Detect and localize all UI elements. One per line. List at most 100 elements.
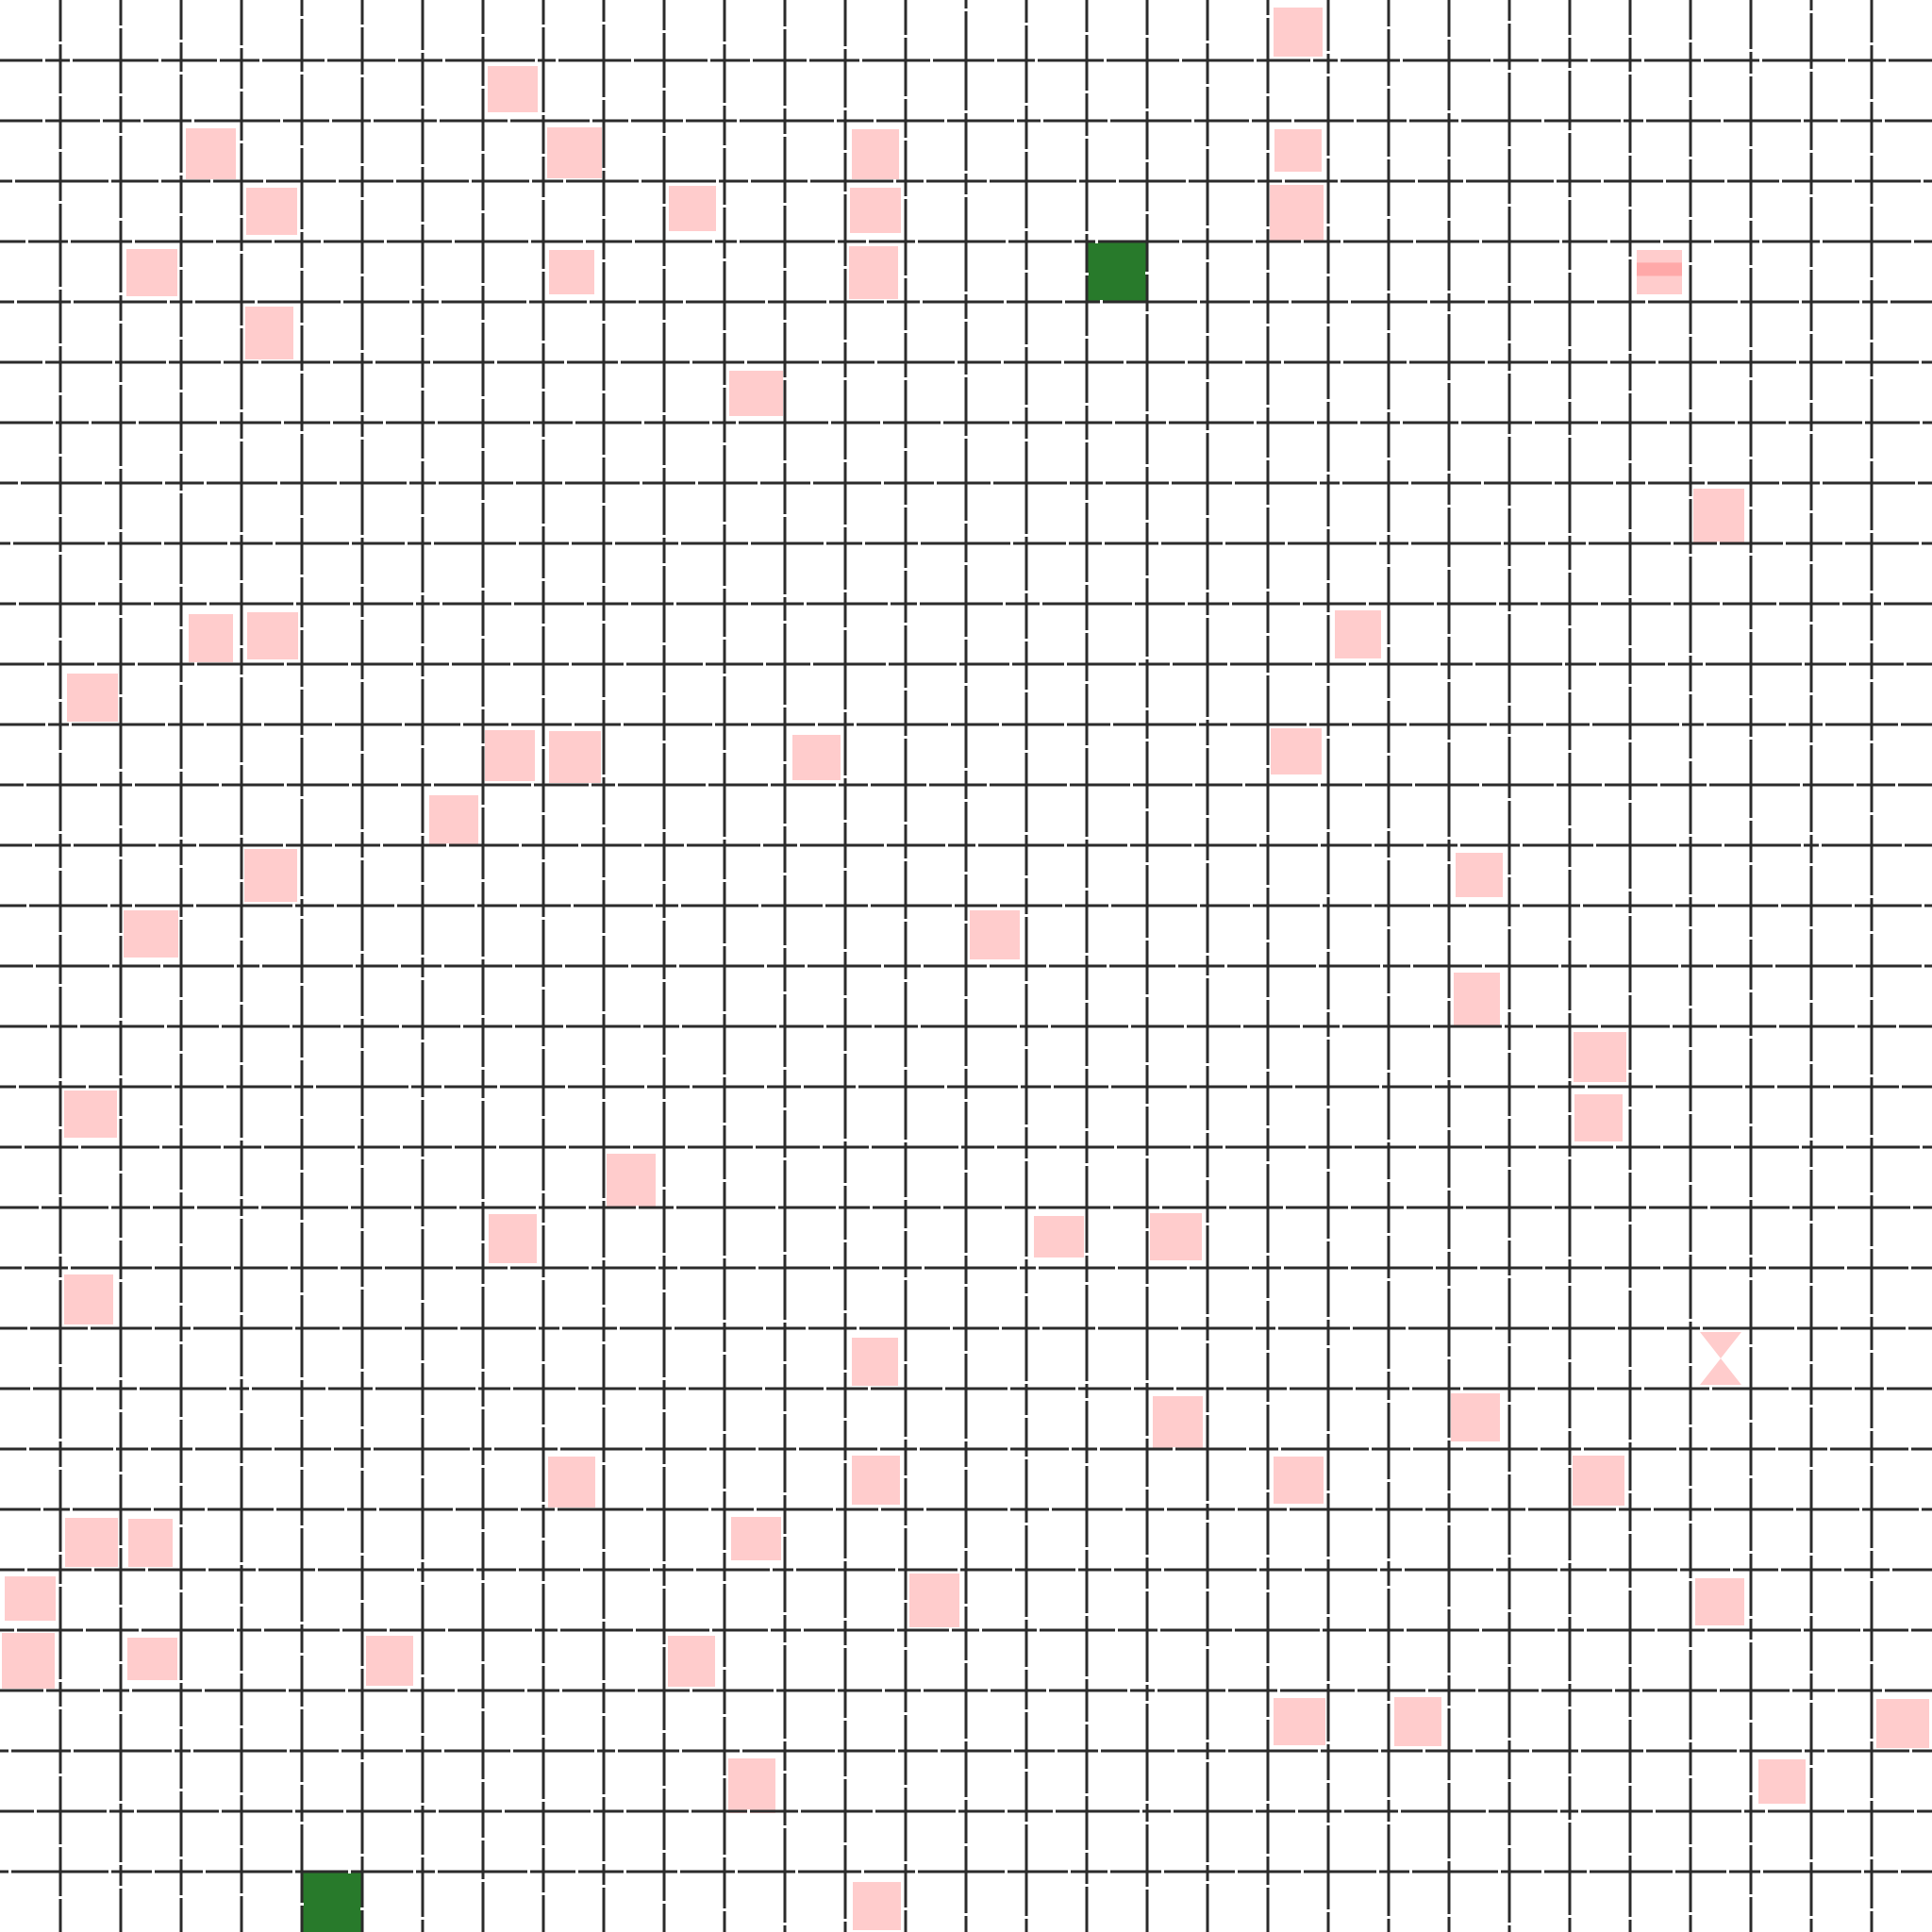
grid-gap	[1266, 150, 1270, 153]
grid-gap	[1809, 622, 1813, 625]
grid-gap	[843, 1842, 847, 1845]
grid-gap	[754, 1507, 757, 1511]
grid-gap	[1660, 240, 1663, 243]
grid-gap	[300, 1622, 304, 1624]
grid-gap	[563, 1024, 566, 1028]
grid-gap	[843, 995, 847, 998]
grid-gap	[1607, 360, 1610, 364]
grid-gap	[843, 46, 847, 49]
grid-gap	[979, 1628, 982, 1632]
grid-gap	[594, 1749, 597, 1753]
grid-gap	[1145, 1555, 1149, 1557]
grid-gap	[874, 360, 877, 364]
grid-gap	[602, 321, 606, 324]
grid-gap	[1568, 1359, 1572, 1362]
grid-gap	[234, 964, 237, 968]
grid-gap	[14, 1628, 17, 1632]
grid-gap	[1549, 1326, 1552, 1330]
grid-gap	[1338, 179, 1341, 183]
grid-gap	[1317, 481, 1320, 485]
grid-gap	[1678, 964, 1681, 968]
grid-gap	[1447, 998, 1451, 1001]
grid-gap	[1024, 103, 1028, 106]
grid-gap	[360, 197, 364, 200]
grid-gap	[873, 1809, 875, 1813]
grid-gap	[1920, 1145, 1923, 1149]
grid-gap	[536, 1206, 539, 1209]
grid-gap	[602, 1462, 606, 1465]
grid-gap	[300, 145, 304, 148]
grid-gap	[1085, 136, 1089, 139]
grid-gap	[762, 1387, 765, 1391]
grid-gap	[1904, 662, 1907, 666]
grid-gap	[1689, 1182, 1692, 1185]
grid-gap	[481, 1067, 485, 1070]
grid-gap	[723, 1123, 726, 1125]
grid-gap	[843, 949, 847, 952]
grid-gap	[481, 1879, 485, 1882]
grid-gap	[119, 1279, 123, 1282]
grid-gap	[481, 86, 485, 89]
grid-gap	[1536, 1145, 1539, 1149]
grid-gap	[1749, 1842, 1753, 1845]
grid-gap	[843, 775, 847, 778]
grid-gap	[801, 1085, 804, 1089]
grid-gap	[1809, 832, 1813, 835]
grid-gap	[843, 340, 847, 342]
grid-gap	[602, 1405, 606, 1407]
grid-gap	[624, 1809, 626, 1813]
target-cell[interactable]	[1087, 242, 1147, 302]
grid-gap	[1628, 1367, 1632, 1370]
grid-gap	[1366, 662, 1369, 666]
grid-gap	[1348, 1266, 1351, 1270]
grid-gap	[1179, 58, 1182, 62]
grid-gap	[1809, 1671, 1813, 1674]
grid-gap	[904, 979, 908, 982]
grid-gap	[602, 621, 606, 624]
grid-gap	[964, 436, 968, 439]
grid-gap	[1024, 1158, 1028, 1161]
grid-gap	[1002, 1206, 1005, 1209]
grid-gap	[1628, 1664, 1632, 1667]
grid-gap	[1507, 1009, 1511, 1012]
grid-gap	[1507, 703, 1511, 706]
grid-gap	[1801, 1628, 1804, 1632]
grid-gap	[179, 390, 183, 392]
grid-gap	[1291, 119, 1294, 123]
grid-gap	[1232, 481, 1235, 485]
grid-gap	[1809, 1553, 1813, 1556]
grid-gap	[360, 1468, 364, 1471]
grid-gap	[1539, 1689, 1541, 1692]
grid-gap	[753, 1145, 756, 1149]
grid-gap	[1145, 211, 1149, 214]
grid-gap	[843, 525, 847, 527]
grid-gap	[300, 1058, 304, 1060]
grid-gap	[1136, 662, 1139, 666]
grid-gap	[1870, 42, 1874, 45]
grid-gap	[602, 216, 606, 219]
grid-gap	[403, 1749, 406, 1753]
grid-gap	[1809, 1700, 1813, 1703]
grid-gap	[240, 1463, 243, 1466]
grid-gap	[107, 1809, 109, 1813]
grid-gap	[1387, 1369, 1391, 1372]
grid-gap	[1689, 1319, 1692, 1322]
grid-gap	[453, 1266, 456, 1270]
grid-gap	[662, 1786, 666, 1789]
grid-gap	[1776, 1024, 1779, 1028]
target-cell[interactable]	[302, 1872, 362, 1932]
grid-gap	[1717, 541, 1720, 545]
grid-gap	[179, 1726, 183, 1729]
grid-gap	[635, 1689, 638, 1692]
grid-gap	[1257, 1568, 1259, 1572]
grid-gap	[575, 1870, 578, 1874]
hazard-cell	[189, 614, 233, 662]
grid-gap	[541, 917, 545, 920]
grid-gap	[862, 541, 865, 545]
grid-gap	[1067, 783, 1070, 787]
grid-gap	[541, 197, 545, 200]
grid-gap	[1507, 874, 1511, 877]
grid-gap	[843, 1240, 847, 1242]
grid-gap	[1882, 119, 1885, 123]
grid-gap	[1024, 1709, 1028, 1712]
